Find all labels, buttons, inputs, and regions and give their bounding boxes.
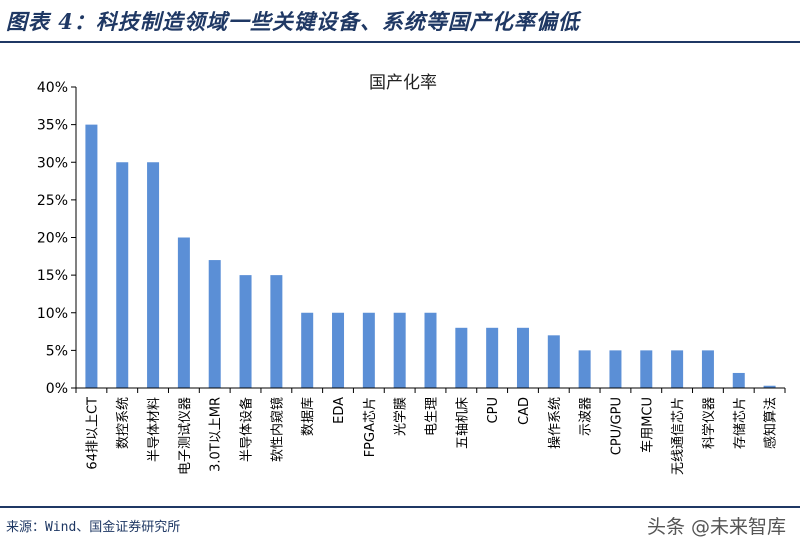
bar — [270, 275, 283, 388]
bar — [332, 312, 345, 388]
x-tick-label: 车用MCU — [639, 397, 655, 453]
x-tick-label: 无线通信芯片 — [671, 397, 686, 475]
x-tick-label: 感知算法 — [763, 397, 779, 449]
x-tick-label: 五轴机床 — [455, 397, 470, 449]
bar — [609, 350, 622, 388]
bar — [671, 350, 684, 388]
bar — [85, 124, 98, 388]
bar — [578, 350, 591, 388]
bar — [177, 237, 190, 388]
x-tick-label: 软性内窥镜 — [269, 397, 285, 462]
bar — [486, 327, 499, 388]
x-tick-label: 3.0T以上MR — [209, 397, 224, 472]
y-tick-label: 25% — [37, 193, 68, 209]
y-tick-label: 30% — [37, 155, 68, 171]
y-tick-label: 0% — [46, 381, 68, 397]
x-tick-label: 光学膜 — [393, 397, 409, 436]
bar — [763, 385, 776, 388]
bar — [640, 350, 653, 388]
figure-header: 图表 4：科技制造领域一些关键设备、系统等国产化率偏低 — [0, 0, 800, 43]
bar — [362, 312, 375, 388]
x-tick-label: CAD — [517, 397, 532, 425]
x-tick-label: 操作系统 — [547, 397, 563, 449]
y-tick-label: 40% — [37, 80, 68, 96]
bar-chart: 国产化率 0% 5% 10% 15% 20% 25% 30% 35% 40% 64排以上CT 数控… — [37, 73, 786, 475]
x-tick-label: 科学仪器 — [701, 397, 717, 449]
watermark: 头条 @未来智库 — [646, 516, 786, 538]
x-tick-label: 示波器 — [579, 397, 594, 436]
x-axis: 64排以上CT 数控系统 半导体材料 电子测试仪器 3.0T以上MR 半导体设备 软性内窥镜… — [75, 387, 786, 475]
y-axis: 0% 5% 10% 15% 20% 25% 30% 35% 40% — [37, 80, 77, 397]
x-tick-label: 64排以上CT — [85, 397, 100, 470]
y-tick-label: 15% — [37, 268, 68, 284]
y-tick-label: 20% — [37, 231, 68, 247]
x-tick-label: CPU/GPU — [609, 397, 624, 455]
bar — [147, 162, 160, 388]
figure-footer: 来源：Wind、国金证券研究所 头条 @未来智库 — [0, 506, 800, 544]
bar — [701, 350, 714, 388]
bar — [208, 260, 221, 388]
bars — [85, 124, 776, 388]
x-tick-label: 数据库 — [300, 397, 316, 436]
x-tick-label: 电子测试仪器 — [178, 397, 193, 475]
bar — [393, 312, 406, 388]
bar — [116, 162, 129, 388]
y-tick-label: 35% — [37, 118, 68, 134]
x-tick-label: 数控系统 — [116, 397, 131, 449]
bar — [516, 327, 529, 388]
bar — [239, 275, 252, 388]
bar — [424, 312, 437, 388]
bar — [732, 372, 745, 388]
chart-title: 国产化率 — [369, 73, 437, 93]
x-tick-label: FPGA芯片 — [363, 397, 378, 457]
x-tick-label: 存储芯片 — [733, 397, 748, 449]
x-tick-label: 电生理 — [425, 397, 440, 436]
x-tick-label: 半导体设备 — [239, 397, 255, 462]
figure-title: 图表 4：科技制造领域一些关键设备、系统等国产化率偏低 — [6, 8, 580, 34]
x-tick-label: CPU — [486, 397, 501, 423]
x-tick-label: 半导体材料 — [147, 397, 162, 462]
bar — [301, 312, 314, 388]
bar — [455, 327, 468, 388]
y-tick-label: 10% — [37, 306, 68, 322]
y-tick-label: 5% — [46, 343, 68, 359]
bar — [547, 335, 560, 388]
x-tick-label: EDA — [332, 397, 347, 424]
source-note: 来源：Wind、国金证券研究所 — [6, 520, 181, 535]
